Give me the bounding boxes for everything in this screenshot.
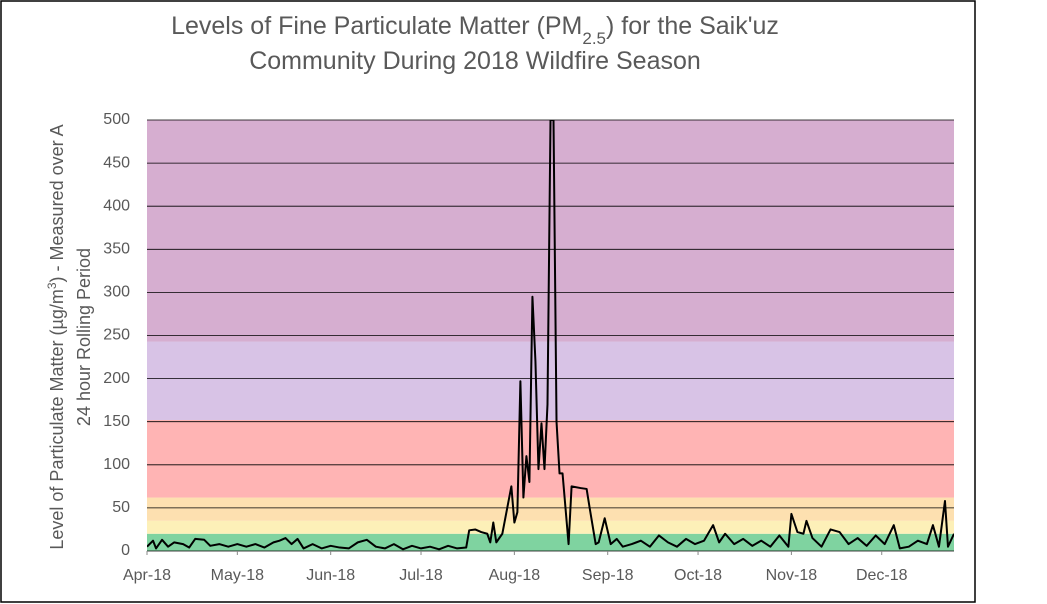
chart-title: Community During 2018 Wildfire Season [249, 47, 701, 75]
data-line [147, 120, 954, 551]
y-tick-label: 250 [103, 327, 130, 344]
y-tick-label: 400 [103, 197, 130, 214]
y-label-text: ) - Measured over A [47, 124, 67, 282]
y-axis-label: Level of Particulate Matter (µg/m3) - Me… [45, 124, 67, 549]
aqi-band [147, 533, 954, 551]
y-tick-label: 200 [103, 370, 130, 387]
x-tick-label: Aug-18 [489, 567, 541, 584]
y-tick-label: 350 [103, 241, 130, 258]
y-axis-label: 24 hour Rolling Period [74, 248, 94, 426]
x-tick-label: Oct-18 [674, 567, 722, 584]
x-tick-label: Sep-18 [582, 567, 634, 584]
aqi-band [147, 497, 954, 521]
y-tick-label: 50 [112, 499, 130, 516]
y-tick-label: 0 [121, 542, 130, 559]
aqi-band [147, 520, 954, 534]
series [147, 120, 954, 551]
x-tick-label: Jun-18 [306, 567, 355, 584]
y-tick-label: 100 [103, 456, 130, 473]
title-subscript: 2.5 [582, 29, 606, 48]
title-text: Levels of Fine Particulate Matter (PM [171, 12, 582, 40]
y-tick-label: 500 [103, 111, 130, 128]
title-text: ) for the Saik'uz [606, 12, 779, 40]
x-tick-label: May-18 [211, 567, 264, 584]
y-tick-label: 450 [103, 154, 130, 171]
y-label-text: Level of Particulate Matter (µg/m [47, 289, 67, 549]
y-label-superscript: 3 [45, 282, 59, 289]
y-tick-label: 300 [103, 284, 130, 301]
x-tick-label: Dec-18 [856, 567, 908, 584]
y-tick-label: 150 [103, 413, 130, 430]
aqi-band [147, 341, 954, 420]
x-tick-label: Jul-18 [399, 567, 443, 584]
aqi-band [147, 419, 954, 498]
x-tick-label: Nov-18 [766, 567, 818, 584]
chart-title: Levels of Fine Particulate Matter (PM2.5… [171, 12, 779, 48]
x-tick-label: Apr-18 [123, 567, 171, 584]
